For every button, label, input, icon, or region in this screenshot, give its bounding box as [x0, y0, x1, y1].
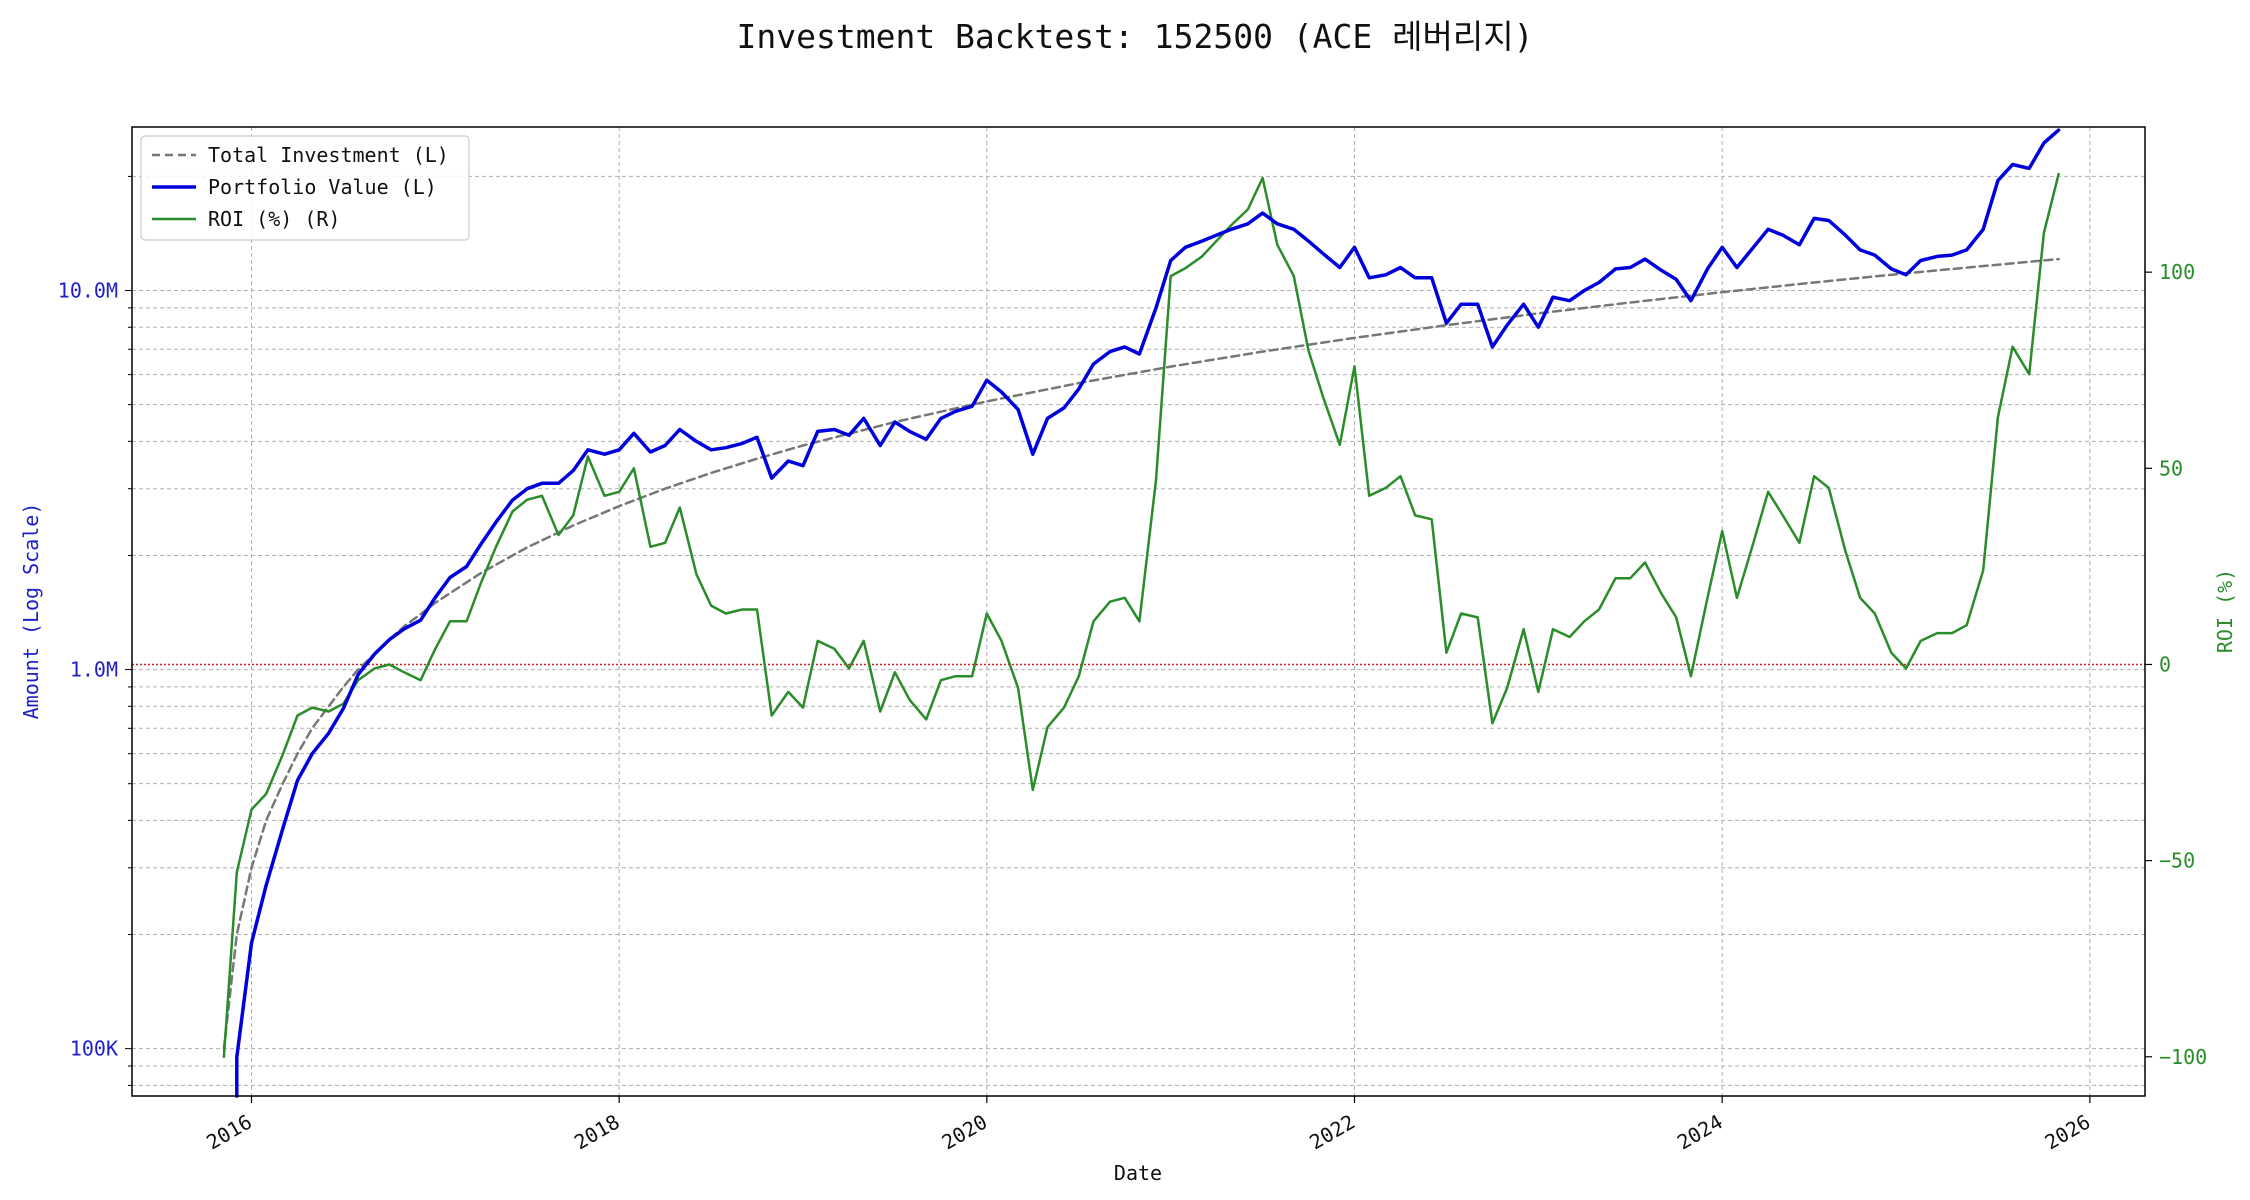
legend-label-portfolio: Portfolio Value (L) [208, 175, 437, 199]
y-left-tick-label: 10.0M [58, 279, 118, 303]
legend-label-roi: ROI (%) (R) [208, 207, 340, 231]
grid [132, 127, 2145, 1096]
series-layer [222, 128, 2061, 1098]
y-right-tick-label: 50 [2159, 456, 2183, 480]
y-right-tick-label: −100 [2159, 1045, 2207, 1069]
axes: 2016 2018 2020 2022 2024 2026 100K 1.0M 10.0M −10… [58, 175, 2207, 1155]
chart-title: Investment Backtest: 152500 (ACE 레버리지) [737, 17, 1534, 56]
roi-line [222, 172, 2060, 1059]
y-right-tick-label: −50 [2159, 849, 2195, 873]
x-tick-label: 2018 [570, 1110, 624, 1155]
x-tick-label: 2020 [938, 1110, 992, 1155]
x-tick-label: 2022 [1305, 1110, 1359, 1155]
y-left-tick-label: 1.0M [70, 658, 118, 682]
x-tick-label: 2024 [1673, 1110, 1727, 1155]
y-axis-right-label: ROI (%) [2213, 569, 2237, 653]
legend-box [140, 135, 470, 241]
y-right-tick-label: 0 [2159, 652, 2171, 676]
y-right-tick-label: 100 [2159, 260, 2195, 284]
x-tick-label: 2026 [2041, 1110, 2095, 1155]
legend: Total Investment (L) Portfolio Value (L) R… [140, 135, 470, 241]
investment-line [222, 257, 2060, 1050]
x-axis-label: Date [1114, 1161, 1162, 1185]
plot-frame [131, 126, 2146, 1097]
portfolio-line [235, 128, 2061, 1098]
legend-label-investment: Total Investment (L) [208, 143, 449, 167]
x-tick-label: 2016 [202, 1110, 256, 1155]
y-left-tick-label: 100K [70, 1037, 118, 1061]
y-axis-left-label: Amount (Log Scale) [19, 503, 43, 720]
